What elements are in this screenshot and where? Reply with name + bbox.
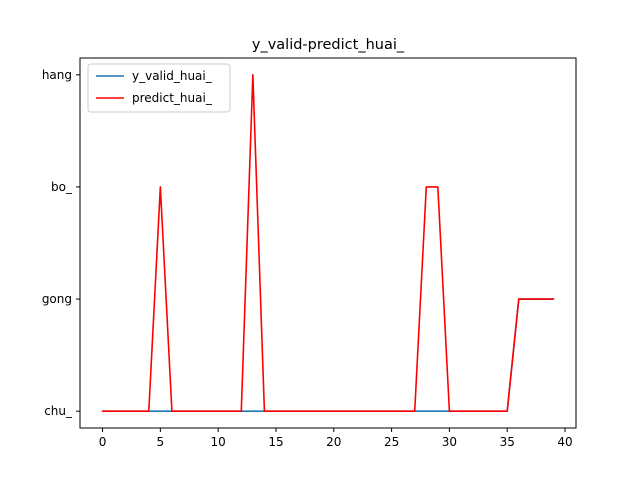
- legend-label: predict_huai_: [132, 91, 213, 105]
- x-tick-label: 20: [326, 435, 341, 449]
- x-tick-label: 30: [442, 435, 457, 449]
- x-tick-label: 10: [211, 435, 226, 449]
- x-axis: 0 5 10 15 20 25 30 35 40: [99, 428, 573, 449]
- chart-title: y_valid-predict_huai_: [252, 37, 405, 53]
- x-tick-label: 0: [99, 435, 107, 449]
- y-tick-label: gong: [42, 292, 72, 306]
- x-tick-label: 15: [268, 435, 283, 449]
- legend: y_valid_huai_ predict_huai_: [87, 63, 231, 113]
- series-layer: [101, 74, 555, 412]
- series-line-predict-huai: [101, 74, 555, 412]
- y-tick-label: chu_: [44, 404, 73, 418]
- y-axis: chu_ gong bo_ hang: [42, 68, 80, 418]
- x-tick-label: 35: [500, 435, 515, 449]
- y-tick-label: bo_: [51, 180, 73, 194]
- x-tick-label: 5: [157, 435, 165, 449]
- x-tick-label: 25: [384, 435, 399, 449]
- legend-label: y_valid_huai_: [132, 69, 213, 83]
- y-tick-label: hang: [42, 68, 72, 82]
- plot-frame: [79, 57, 577, 429]
- x-tick-label: 40: [557, 435, 572, 449]
